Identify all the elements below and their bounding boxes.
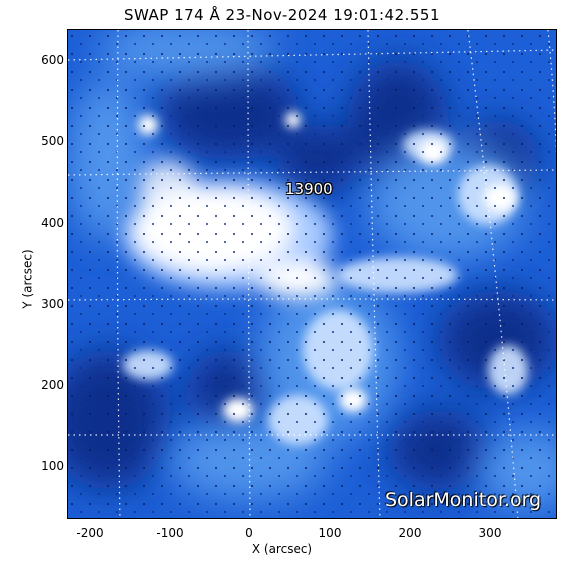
watermark: SolarMonitor.org: [385, 489, 542, 511]
y-tick-label: 300: [41, 297, 64, 311]
x-tick-label: 300: [478, 526, 502, 540]
y-tick-label: 200: [41, 378, 64, 392]
x-tick-label: 200: [398, 526, 422, 540]
y-tick-label: 100: [41, 459, 64, 473]
image-title: SWAP 174 Å 23-Nov-2024 19:01:42.551: [123, 6, 441, 24]
x-tick-label: 0: [245, 526, 253, 540]
active-region-label: 13900: [285, 180, 333, 198]
x-tick-label: -200: [76, 526, 104, 540]
y-axis-label: Y (arcsec): [20, 249, 35, 309]
y-tick-label: 500: [41, 134, 64, 148]
x-axis-label: X (arcsec): [251, 542, 313, 556]
x-tick-label: -100: [156, 526, 184, 540]
solar-image: [68, 30, 556, 518]
y-tick-label: 600: [41, 53, 64, 67]
x-tick-label: 100: [318, 526, 342, 540]
y-tick-label: 400: [41, 216, 64, 230]
solar-image-panel: [67, 29, 557, 519]
